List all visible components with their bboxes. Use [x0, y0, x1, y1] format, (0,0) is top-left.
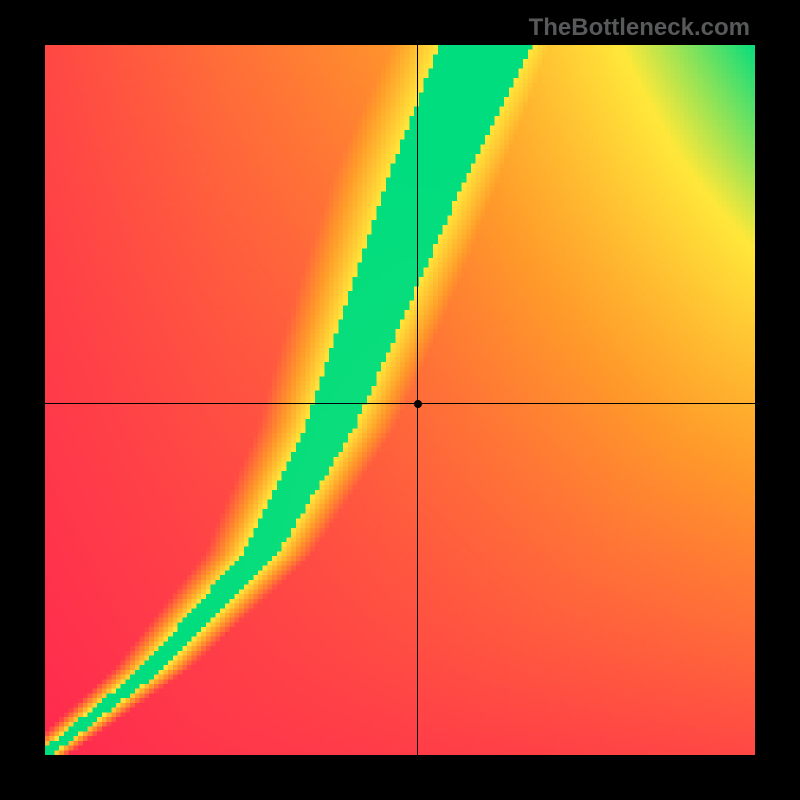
data-point-marker [414, 400, 422, 408]
attribution-label: TheBottleneck.com [529, 14, 750, 42]
heatmap-canvas [45, 45, 755, 755]
chart-frame: TheBottleneck.com [0, 0, 800, 800]
plot-area [45, 45, 755, 755]
crosshair-horizontal [45, 403, 755, 404]
